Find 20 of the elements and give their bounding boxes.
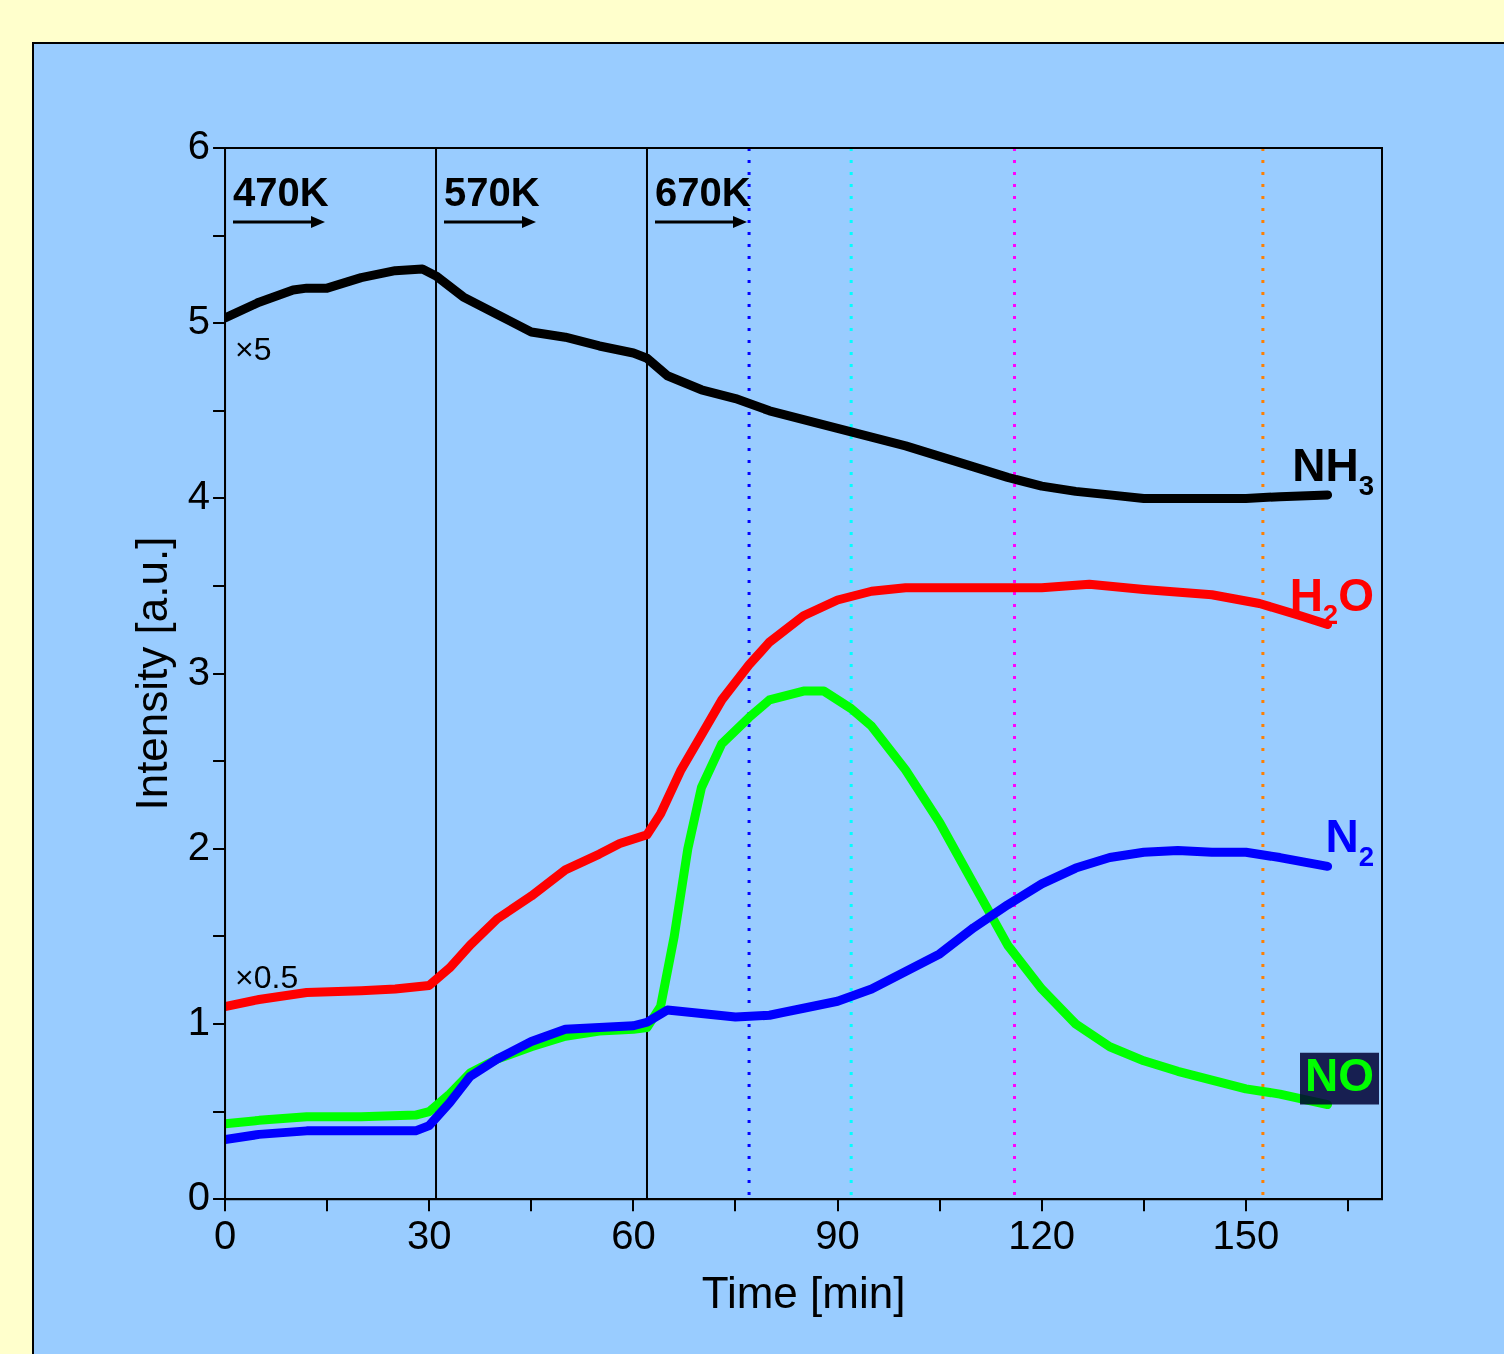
y-tick-label: 6 [187,123,211,168]
x-tick-label: 60 [611,1213,656,1258]
x-tick-label: 90 [815,1213,860,1258]
y-tick-label: 5 [187,298,211,343]
annotation: 670K [654,170,751,214]
x-tick-label: 150 [1212,1213,1280,1258]
x-tick-label: 120 [1008,1213,1076,1258]
x-tick-label: 30 [406,1213,452,1258]
annotation: 470K [233,170,329,214]
y-tick-label: 1 [187,999,211,1044]
annotation: ×5 [235,330,272,367]
y-tick-label: 4 [187,473,211,518]
y-tick-label: 0 [187,1174,211,1219]
y-tick-label: 2 [187,823,211,868]
annotation: 570K [444,170,540,214]
y-axis-title: Intensity [a.u.] [126,536,176,811]
x-axis-title: Time [min] [701,1267,906,1317]
y-tick-label: 3 [187,648,211,693]
series-label: NO [1305,1048,1374,1101]
annotation: ×0.5 [235,959,299,996]
